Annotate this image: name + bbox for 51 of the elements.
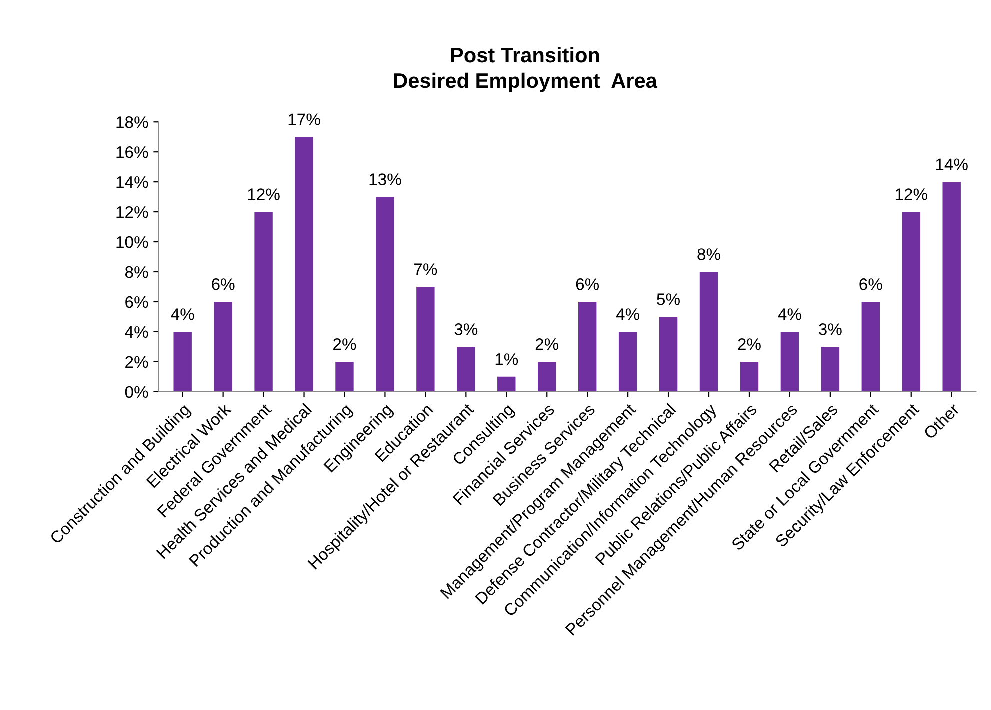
data-label: 2% <box>536 338 559 350</box>
y-tick-label: 10% <box>116 236 148 248</box>
y-tick-label: 12% <box>116 206 148 218</box>
bar <box>862 302 880 392</box>
bar <box>295 137 314 392</box>
data-label: 4% <box>171 308 194 320</box>
bar <box>618 332 638 392</box>
data-label: 3% <box>819 324 842 336</box>
bar <box>578 302 597 392</box>
data-label: 6% <box>576 278 600 290</box>
bar <box>659 316 678 392</box>
y-tick-label: 8% <box>125 266 148 278</box>
bar <box>498 376 516 392</box>
bar <box>700 272 718 392</box>
data-label: 6% <box>860 278 882 290</box>
data-label: 3% <box>454 324 478 336</box>
data-label: 12% <box>896 188 928 200</box>
y-tick-label: 4% <box>125 326 148 338</box>
data-label: 5% <box>657 294 680 306</box>
data-label: 4% <box>616 308 640 320</box>
y-tick-label: 16% <box>116 146 148 158</box>
bar <box>254 212 273 392</box>
bar <box>942 182 961 392</box>
chart-title: Post Transition Desired Employment Area <box>394 47 658 92</box>
bar <box>457 346 476 392</box>
y-tick-label: 18% <box>116 116 148 128</box>
bar <box>336 362 354 392</box>
y-tick-label: 2% <box>126 356 148 368</box>
y-tick-label: 14% <box>116 176 148 188</box>
data-label: 17% <box>288 114 320 126</box>
bar <box>902 212 920 392</box>
data-label: 7% <box>414 264 438 276</box>
data-label: 8% <box>698 248 720 260</box>
data-label: 4% <box>778 308 802 320</box>
bar <box>821 346 840 392</box>
y-tick-label: 6% <box>126 296 148 308</box>
data-label: 2% <box>738 338 761 350</box>
data-label: 13% <box>370 174 402 186</box>
y-tick-label: 0% <box>125 386 148 398</box>
bar <box>416 287 435 392</box>
data-label: 1% <box>496 354 518 366</box>
bar <box>780 332 800 392</box>
bar <box>538 362 556 392</box>
data-label: 2% <box>334 338 356 350</box>
data-label: 14% <box>936 158 968 170</box>
bar <box>214 302 232 392</box>
bar <box>174 332 192 392</box>
bar <box>376 197 394 392</box>
data-label: 6% <box>212 278 235 290</box>
bar <box>740 362 759 392</box>
data-label: 12% <box>248 188 280 200</box>
